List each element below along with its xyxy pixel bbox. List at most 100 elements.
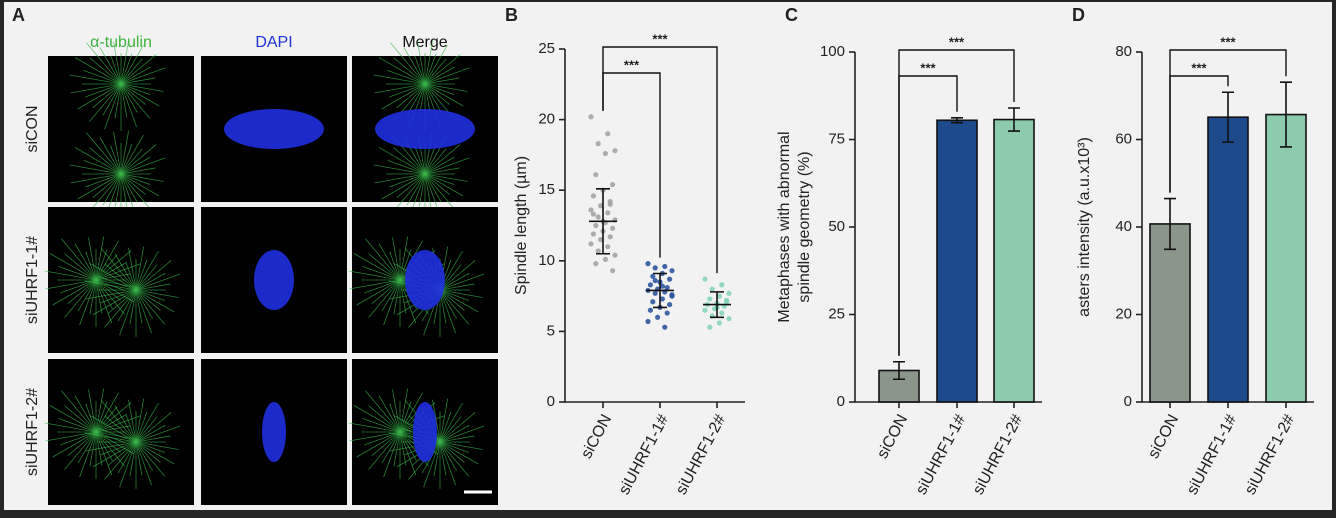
microtubule <box>424 58 447 85</box>
microtubule <box>64 431 97 470</box>
microtubule <box>424 173 464 197</box>
microtubule <box>69 164 122 175</box>
microtubule <box>424 54 461 85</box>
microtubule <box>439 441 479 465</box>
data-point <box>707 296 713 302</box>
data-point <box>655 314 661 320</box>
microtubule <box>439 412 476 443</box>
microtubule <box>120 167 156 175</box>
microtubule <box>439 289 457 334</box>
microtubule <box>135 398 145 443</box>
microtubule <box>406 173 426 206</box>
y-tick-label: 40 <box>1115 218 1132 235</box>
microtubule <box>393 173 426 212</box>
microtubule <box>424 173 432 208</box>
microtubule <box>77 279 97 312</box>
y-tick-label: 25 <box>538 40 555 57</box>
microtubule <box>135 289 166 301</box>
microtubule <box>120 58 143 85</box>
row-label: siCON <box>24 105 41 152</box>
microtubule <box>439 289 470 301</box>
microtubule <box>110 145 122 175</box>
microtubule <box>95 414 126 433</box>
microtubule <box>120 156 151 175</box>
microtubule <box>439 273 485 291</box>
bar <box>936 119 978 403</box>
data-point <box>595 141 601 147</box>
microtubule <box>362 417 401 433</box>
microtubule <box>135 416 158 443</box>
microtubule <box>135 435 171 443</box>
microtubule <box>439 441 447 476</box>
microtubule <box>44 422 97 433</box>
microtubule <box>99 137 122 175</box>
microtubule <box>378 395 401 433</box>
microtubule <box>83 69 122 85</box>
microtubule <box>424 173 455 185</box>
microtubule <box>95 236 105 281</box>
data-point <box>607 201 613 207</box>
microtubule <box>44 270 97 281</box>
microtubule <box>368 431 401 470</box>
microtubule <box>418 173 426 209</box>
y-tick-label: 0 <box>1124 393 1132 410</box>
microtubule <box>378 147 426 175</box>
panel-label: D <box>1072 5 1085 25</box>
microtubule <box>95 279 113 309</box>
microtubule <box>383 279 401 326</box>
microtubule <box>439 289 479 313</box>
microtubule <box>353 405 401 433</box>
microtubule <box>439 272 470 291</box>
significance-label: *** <box>1220 34 1236 49</box>
data-point <box>602 150 609 157</box>
microtubule <box>104 441 137 480</box>
microtubule <box>95 431 113 461</box>
microtubule <box>362 265 401 281</box>
data-point <box>645 318 651 325</box>
microtubule <box>69 74 122 85</box>
microtubule <box>135 441 143 476</box>
microtubule <box>120 130 130 175</box>
microtubule <box>95 415 141 433</box>
y-tick-label: 20 <box>1115 305 1132 322</box>
data-point <box>652 265 658 271</box>
microtubule <box>383 431 401 478</box>
data-point <box>598 203 604 209</box>
mean-sd <box>646 272 674 309</box>
microtubule <box>439 289 470 325</box>
microtubule <box>439 411 452 443</box>
microtubule <box>439 289 483 298</box>
significance-bracket <box>602 46 718 274</box>
microtubule <box>120 173 151 209</box>
microtubule <box>95 401 108 433</box>
microtubule <box>79 431 97 478</box>
data-point <box>595 248 601 254</box>
microtubule <box>387 69 426 85</box>
data-point <box>590 193 597 199</box>
microtubule <box>70 173 122 184</box>
microtubule <box>135 289 153 319</box>
microtubule <box>389 173 426 188</box>
microtubule <box>128 247 137 291</box>
microtubule <box>113 131 122 175</box>
microtubule <box>77 83 122 110</box>
significance-label: *** <box>652 31 668 46</box>
data-point <box>662 324 668 330</box>
microtubule <box>84 432 137 443</box>
microtubule <box>74 147 122 175</box>
microtubule <box>95 392 119 433</box>
microtubule <box>120 67 166 85</box>
microtubule <box>49 405 97 433</box>
microtubule <box>92 289 137 316</box>
microtubule <box>120 157 166 175</box>
microtubule <box>135 289 175 313</box>
y-tick-label: 75 <box>828 130 845 147</box>
y-axis-label: asters intensity (a.u.x10³) <box>1076 137 1093 317</box>
microtubule <box>120 83 151 119</box>
error-bar <box>893 360 905 381</box>
microtubule <box>120 54 157 85</box>
microtubule <box>74 395 97 433</box>
microtubule <box>439 424 470 443</box>
microtubule <box>120 173 151 185</box>
